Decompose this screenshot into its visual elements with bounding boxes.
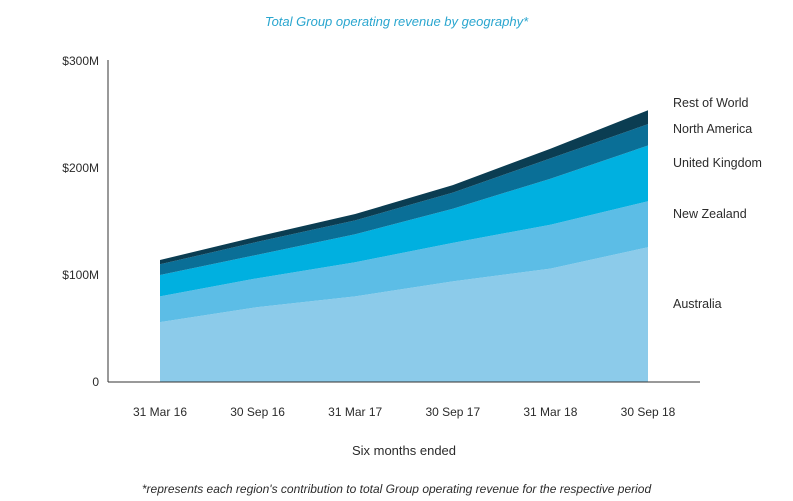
area-united-kingdom (160, 145, 648, 297)
x-tick-label: 31 Mar 16 (133, 405, 187, 419)
area-rest-of-world (160, 110, 648, 265)
legend-united-kingdom: United Kingdom (673, 156, 762, 170)
chart-title: Total Group operating revenue by geograp… (264, 14, 529, 29)
area-australia (160, 247, 648, 382)
x-tick-label: 30 Sep 17 (425, 405, 480, 419)
y-tick-label: $300M (62, 54, 99, 68)
area-north-america (160, 124, 648, 275)
y-tick-label: $100M (62, 268, 99, 282)
legend-new-zealand: New Zealand (673, 207, 747, 221)
legend-north-america: North America (673, 122, 752, 136)
x-tick-label: 31 Mar 17 (328, 405, 382, 419)
x-axis-label: Six months ended (352, 443, 456, 458)
x-tick-label: 30 Sep 16 (230, 405, 285, 419)
footnote: *represents each region's contribution t… (141, 482, 652, 496)
x-tick-label: 31 Mar 18 (523, 405, 577, 419)
legend-rest-of-world: Rest of World (673, 96, 749, 110)
y-tick-label: $200M (62, 161, 99, 175)
area-new-zealand (160, 201, 648, 323)
legend-australia: Australia (673, 297, 722, 311)
y-tick-label: 0 (92, 375, 99, 389)
x-tick-label: 30 Sep 18 (621, 405, 676, 419)
